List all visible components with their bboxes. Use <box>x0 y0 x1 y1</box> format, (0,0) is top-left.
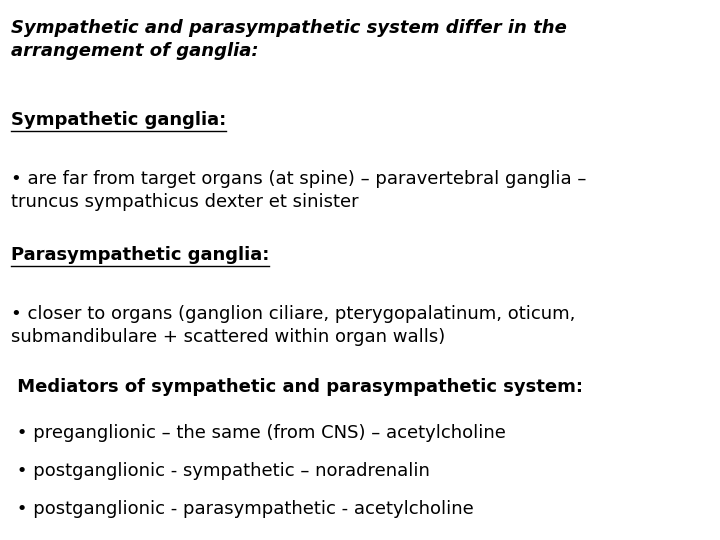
Text: • postganglionic - sympathetic – noradrenalin: • postganglionic - sympathetic – noradre… <box>11 462 430 480</box>
Text: Sympathetic ganglia:: Sympathetic ganglia: <box>11 111 226 129</box>
Text: Parasympathetic ganglia:: Parasympathetic ganglia: <box>11 246 269 264</box>
Text: Sympathetic and parasympathetic system differ in the
arrangement of ganglia:: Sympathetic and parasympathetic system d… <box>11 19 567 60</box>
Text: • preganglionic – the same (from CNS) – acetylcholine: • preganglionic – the same (from CNS) – … <box>11 424 505 442</box>
Text: • are far from target organs (at spine) – paravertebral ganglia –
truncus sympat: • are far from target organs (at spine) … <box>11 170 586 211</box>
Text: • closer to organs (ganglion ciliare, pterygopalatinum, oticum,
submandibulare +: • closer to organs (ganglion ciliare, pt… <box>11 305 575 346</box>
Text: • postganglionic - parasympathetic - acetylcholine: • postganglionic - parasympathetic - ace… <box>11 500 474 517</box>
Text: Mediators of sympathetic and parasympathetic system:: Mediators of sympathetic and parasympath… <box>11 378 582 396</box>
